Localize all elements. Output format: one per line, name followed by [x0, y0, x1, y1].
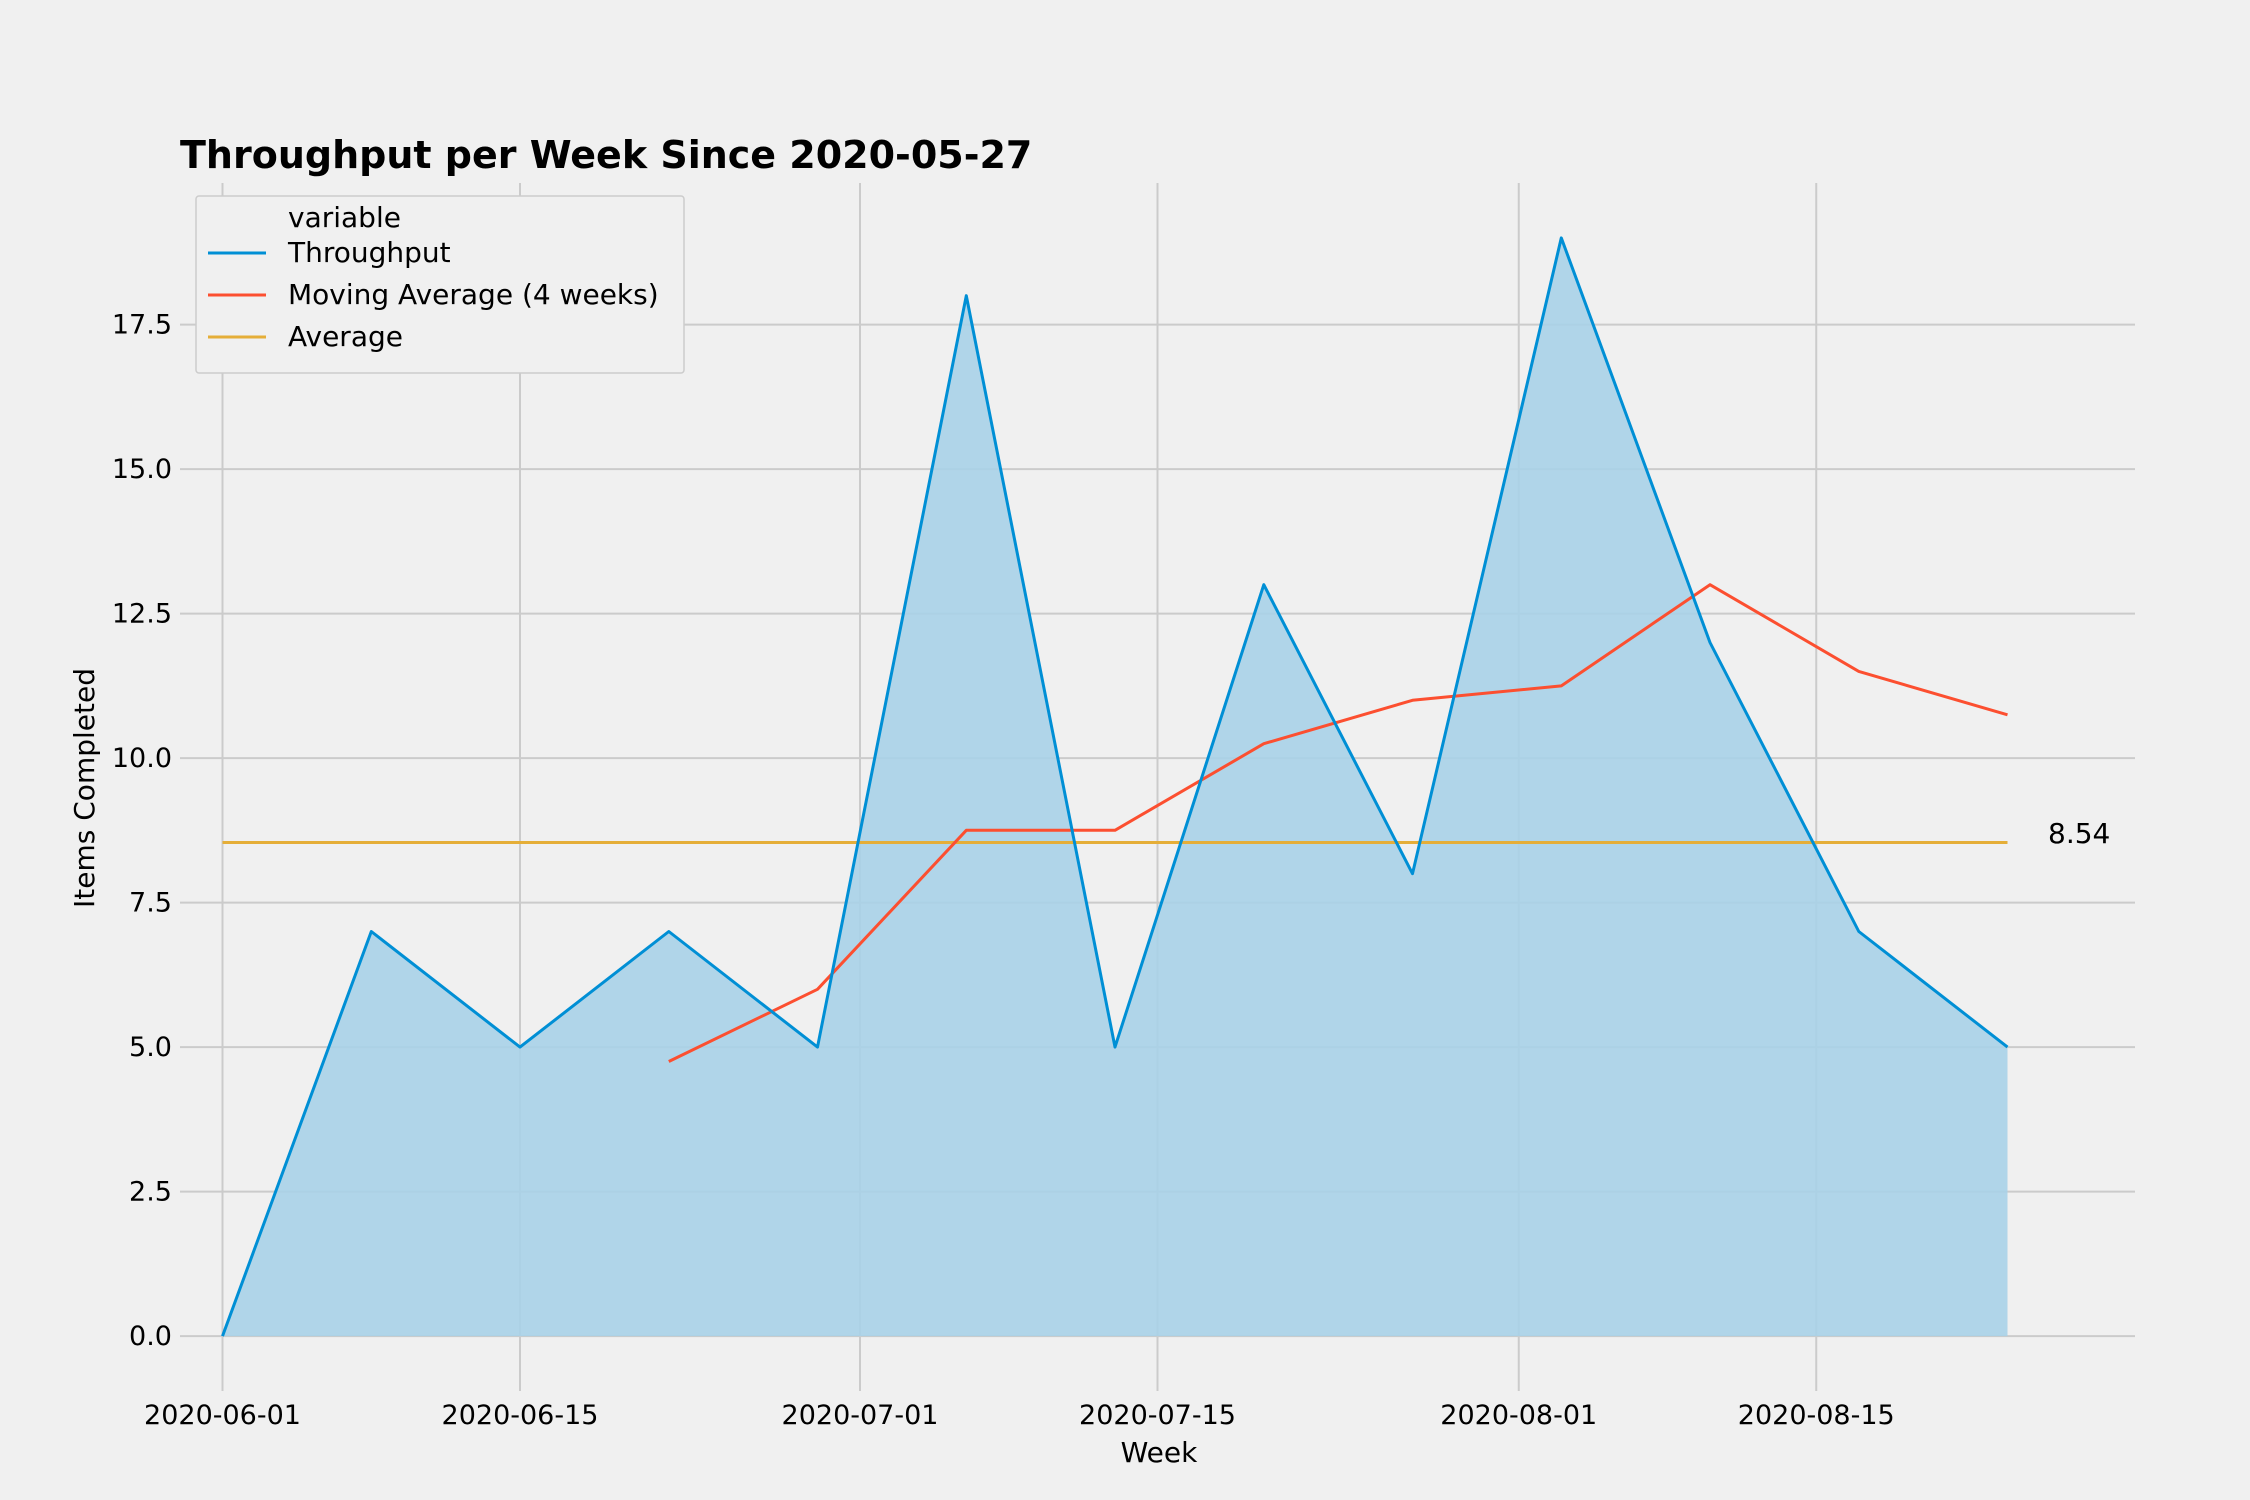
y-tick-label: 5.0 [129, 1032, 172, 1063]
series-lines [221, 236, 2009, 1337]
x-tick-label: 2020-07-15 [1079, 1400, 1236, 1431]
y-tick-label: 12.5 [112, 599, 172, 630]
x-tick-label: 2020-08-15 [1738, 1400, 1895, 1431]
y-axis-label: Items Completed [68, 668, 101, 908]
y-tick-label: 7.5 [129, 888, 172, 919]
tick-labels: 0.0 2.5 5.0 7.5 10.0 12.5 15.0 17.5 2020-06-01 20… [112, 310, 1895, 1431]
average-annotation: 8.54 [2048, 817, 2110, 850]
y-tick-label: 10.0 [112, 743, 172, 774]
x-tick-label: 2020-06-01 [144, 1400, 301, 1431]
throughput-line [221, 236, 2009, 1337]
y-tick-label: 0.0 [129, 1321, 172, 1352]
throughput-area-fill [222, 237, 2008, 1337]
x-tick-label: 2020-08-01 [1440, 1400, 1597, 1431]
y-tick-label: 2.5 [129, 1177, 172, 1208]
legend-box [195, 195, 685, 374]
x-tick-label: 2020-07-01 [782, 1400, 939, 1431]
x-axis-label: Week [1121, 1436, 1198, 1469]
legend-label-throughput: Throughput [287, 236, 451, 269]
throughput-area [222, 237, 2008, 1337]
legend: variable Throughput Moving Average (4 wee… [195, 195, 685, 374]
x-tick-label: 2020-06-15 [442, 1400, 599, 1431]
legend-label-moving-average-4-weeks: Moving Average (4 weeks) [288, 278, 659, 311]
legend-title: variable [288, 201, 401, 234]
legend-entries: Throughput Moving Average (4 weeks) Averag… [208, 236, 659, 353]
y-tick-label: 15.0 [112, 454, 172, 485]
chart-title: Throughput per Week Since 2020-05-27 [180, 133, 1032, 177]
y-tick-label: 17.5 [112, 310, 172, 341]
legend-label-average: Average [288, 320, 403, 353]
moving-average-4-weeks-line [668, 583, 2008, 1063]
